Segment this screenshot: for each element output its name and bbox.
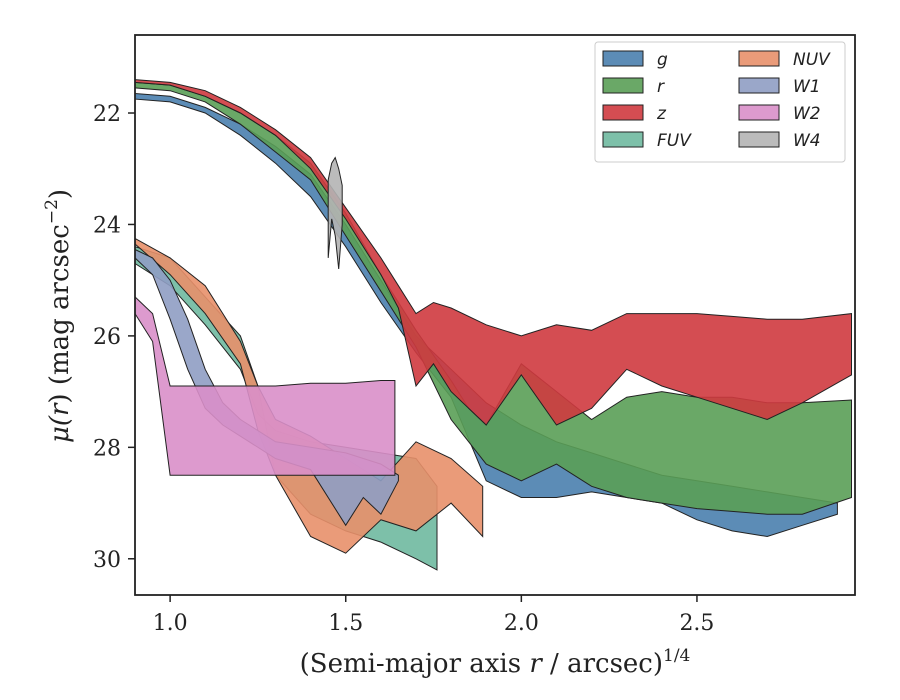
y-axis-label: μ(r) (mag arcsec−2): [42, 189, 75, 443]
legend-label-nuv: NUV: [793, 50, 831, 70]
legend-label-z: z: [656, 104, 667, 124]
legend-swatch-nuv: [738, 50, 780, 67]
x-axis-ticks: 1.0 1.5 2.0 2.5: [153, 595, 714, 636]
legend-label-r: r: [657, 77, 665, 97]
plot-frame: [134, 34, 856, 596]
legend-label-fuv: FUV: [657, 131, 692, 151]
x-tick-label: 1.0: [153, 611, 188, 636]
legend: grz FUV NUV W1 W2 W4: [594, 41, 846, 163]
series-layer: [134, 79, 852, 571]
series-band-z: [134, 79, 852, 426]
legend-label-w1: W1: [793, 77, 821, 97]
legend-swatch-w1: [738, 77, 780, 94]
y-tick-label: 24: [93, 213, 121, 238]
legend-swatch-r: [602, 77, 644, 94]
legend-swatch-g: [602, 50, 644, 67]
y-tick-label: 26: [93, 325, 121, 350]
legend-frame: [594, 41, 846, 163]
x-axis-label: (Semi-major axis r / arcsec)1/4: [300, 646, 691, 679]
x-tick-label: 2.0: [504, 611, 539, 636]
y-tick-label: 22: [93, 102, 121, 127]
legend-swatch-w2: [738, 104, 780, 121]
legend-label-g: g: [657, 50, 668, 70]
y-tick-label: 30: [93, 548, 121, 573]
legend-swatch-w4: [738, 131, 780, 148]
legend-swatch-z: [602, 104, 644, 121]
x-tick-label: 1.5: [328, 611, 363, 636]
y-axis-ticks: 22 24 26 28 30: [93, 102, 135, 573]
y-tick-label: 28: [93, 436, 121, 461]
legend-label-w4: W4: [793, 131, 821, 151]
legend-label-w2: W2: [793, 104, 821, 124]
legend-swatch-fuv: [602, 131, 644, 148]
x-tick-label: 2.5: [679, 611, 714, 636]
series-band-w2: [134, 295, 396, 476]
series-band-w4: [327, 156, 343, 270]
